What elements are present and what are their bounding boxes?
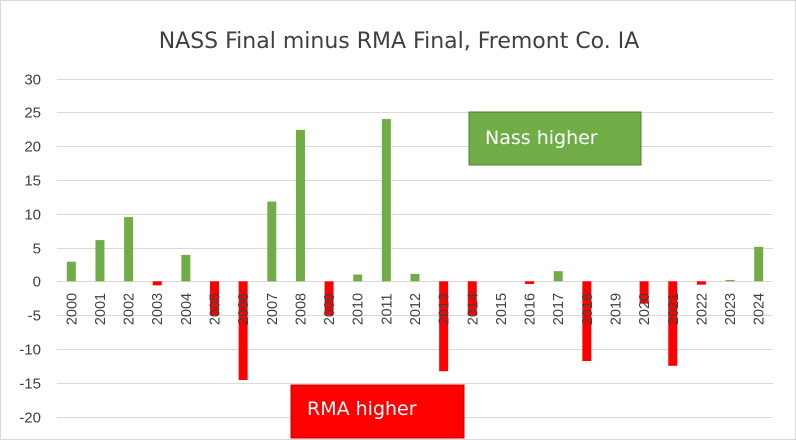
x-tick-label: 2016 — [523, 293, 539, 325]
y-tick-label: 0 — [33, 274, 41, 291]
x-tick-label: 2006 — [236, 293, 252, 325]
y-tick-label: 20 — [24, 139, 41, 156]
bar-2010 — [353, 274, 363, 282]
y-tick-label: 30 — [24, 72, 41, 89]
annotation-nass-higher-box — [468, 111, 642, 166]
y-tick-label: -5 — [28, 308, 41, 325]
bar-2017 — [553, 271, 563, 282]
x-tick-label: 2018 — [580, 293, 596, 325]
x-tick-label: 2008 — [293, 293, 309, 325]
annotation-rma-higher-label: RMA higher — [307, 398, 417, 420]
bar-2009 — [324, 281, 334, 316]
gridlines — [57, 79, 773, 418]
y-tick-label: 10 — [24, 207, 41, 224]
x-tick-label: 2014 — [465, 293, 481, 325]
y-tick-label: -10 — [19, 342, 41, 359]
x-tick-label: 2002 — [122, 293, 138, 325]
x-tick-label: 2019 — [608, 293, 624, 325]
bar-2018 — [582, 281, 592, 362]
x-tick-label: 2013 — [437, 293, 453, 325]
x-tick-label: 2004 — [179, 293, 195, 325]
x-tick-label: 2007 — [265, 293, 281, 325]
bar-2000 — [66, 261, 76, 282]
x-tick-label: 2000 — [64, 293, 80, 325]
y-tick-label: 25 — [24, 105, 41, 122]
annotation-nass-higher-label: Nass higher — [485, 127, 598, 149]
annotation-nass-higher: Nass higher — [468, 111, 642, 166]
bar-2012 — [410, 273, 420, 282]
bar-2004 — [181, 254, 191, 282]
bar-2002 — [124, 217, 134, 282]
y-tick-label: -20 — [19, 410, 41, 427]
x-tick-label: 2015 — [494, 293, 510, 325]
y-tick-label: 15 — [24, 173, 41, 190]
annotation-rma-higher: RMA higher — [290, 384, 465, 439]
bar-2013 — [439, 281, 449, 372]
bar-2014 — [467, 281, 477, 316]
bar-2006 — [238, 281, 248, 380]
bar-2016 — [525, 281, 535, 285]
bar-2001 — [95, 240, 105, 282]
bar-2021 — [668, 281, 678, 366]
x-axis-ticks: 2000 2001 2002 2003 2004 2005 2006 2007 2008 2009… — [64, 293, 767, 325]
x-tick-label: 2001 — [93, 293, 109, 325]
x-tick-label: 2012 — [408, 293, 424, 325]
x-tick-label: 2003 — [150, 293, 166, 325]
bar-2024 — [754, 246, 764, 282]
y-tick-label: 5 — [33, 241, 41, 258]
chart-title: NASS Final minus RMA Final, Fremont Co. … — [159, 29, 640, 54]
bar-2003 — [152, 281, 162, 286]
bar-2008 — [295, 129, 305, 282]
x-tick-label: 2011 — [379, 293, 395, 324]
x-tick-label: 2023 — [723, 293, 739, 325]
bars — [66, 119, 764, 380]
y-axis-ticks: 30 25 20 15 10 5 0 -5 -10 -15 -20 — [19, 72, 41, 427]
bar-2023 — [725, 279, 735, 282]
x-tick-label: 2020 — [637, 293, 653, 325]
x-tick-label: 2022 — [694, 293, 710, 325]
x-tick-label: 2009 — [322, 293, 338, 325]
bar-2005 — [210, 281, 220, 316]
x-tick-label: 2005 — [208, 293, 224, 325]
bar-2007 — [267, 201, 277, 282]
annotation-rma-higher-box — [290, 384, 465, 439]
bar-2022 — [696, 281, 706, 285]
bar-2011 — [381, 119, 391, 282]
x-tick-label: 2017 — [551, 293, 567, 325]
y-tick-label: -15 — [19, 376, 41, 393]
bar-2020 — [639, 281, 649, 304]
x-tick-label: 2010 — [351, 293, 367, 325]
x-tick-label: 2021 — [666, 293, 682, 325]
x-tick-label: 2024 — [752, 293, 768, 325]
